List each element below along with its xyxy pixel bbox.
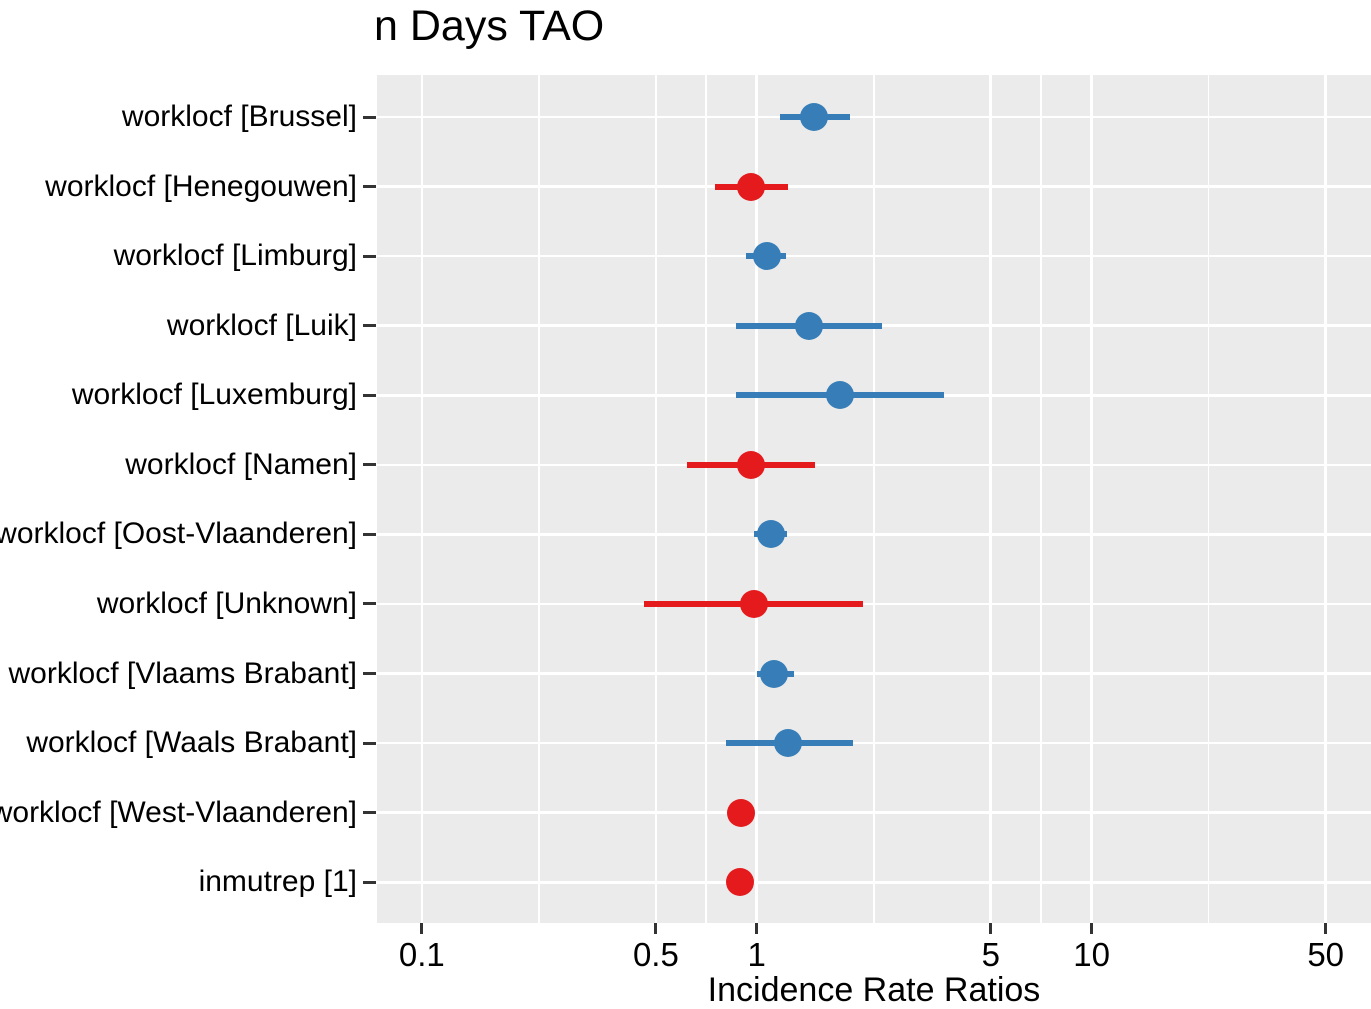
- y-tick: [363, 672, 376, 676]
- plot-panel: [377, 75, 1371, 923]
- irr-point: [799, 103, 828, 131]
- y-tick-label: worklocf [Limburg]: [113, 239, 357, 273]
- row-gridline: [377, 185, 1371, 188]
- major-gridline: [1090, 75, 1093, 923]
- minor-gridline: [1207, 75, 1210, 923]
- y-tick-label: inmutrep [1]: [198, 865, 357, 899]
- irr-point: [760, 659, 789, 688]
- x-axis-title: Incidence Rate Ratios: [707, 971, 1041, 1009]
- y-tick-label: worklocf [Henegouwen]: [45, 169, 357, 203]
- minor-gridline: [705, 75, 708, 923]
- y-tick-label: worklocf [West-Vlaanderen]: [0, 795, 357, 829]
- minor-gridline: [538, 75, 540, 923]
- row-gridline: [377, 463, 1371, 467]
- irr-point: [773, 729, 802, 758]
- y-tick-label: worklocf [Luik]: [166, 308, 357, 342]
- y-tick-label: worklocf [Oost-Vlaanderen]: [0, 517, 357, 551]
- row-gridline: [377, 602, 1371, 606]
- row-gridline: [377, 115, 1371, 119]
- x-tick: [989, 923, 993, 934]
- x-tick-label: 50: [1307, 936, 1345, 973]
- x-tick: [1090, 923, 1094, 934]
- y-tick-label: worklocf [Namen]: [125, 447, 357, 481]
- irr-point: [794, 311, 823, 340]
- y-tick: [363, 463, 376, 467]
- y-tick: [363, 741, 376, 745]
- major-gridline: [755, 75, 758, 923]
- y-tick-label: worklocf [Luxemburg]: [71, 378, 357, 412]
- y-tick: [363, 880, 376, 884]
- y-tick: [363, 324, 376, 328]
- irr-point: [725, 868, 754, 897]
- x-tick-label: 10: [1073, 936, 1110, 973]
- plot-title: n Days TAO: [374, 2, 605, 50]
- irr-point: [727, 798, 756, 827]
- row-gridline: [377, 254, 1371, 258]
- x-tick-label: 0.1: [398, 936, 445, 973]
- irr-point: [739, 589, 768, 618]
- y-tick: [363, 602, 376, 606]
- minor-gridline: [872, 75, 875, 923]
- irr-point: [825, 381, 854, 410]
- y-tick-label: worklocf [Vlaams Brabant]: [8, 656, 357, 690]
- major-gridline: [420, 75, 424, 923]
- irr-point: [752, 242, 781, 271]
- irr-point: [736, 172, 765, 201]
- x-tick: [1324, 923, 1328, 934]
- y-tick-label: worklocf [Unknown]: [96, 586, 357, 620]
- y-tick: [363, 185, 376, 189]
- y-tick: [363, 532, 376, 536]
- irr-point: [736, 450, 765, 479]
- major-gridline: [1324, 75, 1327, 923]
- y-tick: [363, 254, 376, 258]
- major-gridline: [989, 75, 993, 923]
- row-gridline: [377, 881, 1371, 884]
- y-tick: [363, 811, 376, 815]
- y-tick: [363, 393, 376, 397]
- y-tick-label: worklocf [Waals Brabant]: [26, 726, 357, 760]
- x-tick-label: 1: [747, 936, 766, 973]
- major-gridline: [654, 75, 658, 923]
- row-gridline: [377, 741, 1371, 745]
- row-gridline: [377, 672, 1371, 675]
- irr-point: [756, 520, 785, 549]
- x-tick-label: 5: [981, 936, 1000, 973]
- x-tick: [654, 923, 658, 934]
- x-tick: [420, 923, 424, 934]
- x-tick-label: 0.5: [632, 936, 679, 973]
- y-tick: [363, 115, 376, 119]
- row-gridline: [377, 533, 1371, 536]
- minor-gridline: [1040, 75, 1042, 923]
- y-tick-label: worklocf [Brussel]: [121, 100, 357, 133]
- row-gridline: [377, 811, 1371, 814]
- x-tick: [755, 923, 759, 934]
